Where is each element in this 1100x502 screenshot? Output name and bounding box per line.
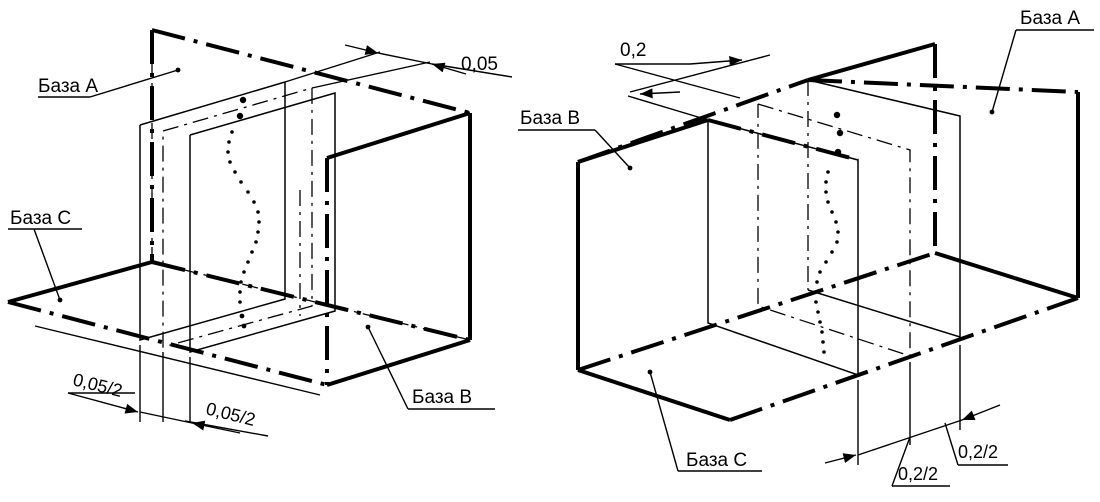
svg-text:База С: База С bbox=[10, 208, 71, 229]
left-figure: База А База С База В 0,05 bbox=[7, 28, 513, 437]
right-label-datum-a: База А bbox=[989, 8, 1094, 115]
right-profile-dots bbox=[814, 111, 844, 354]
right-datum-c-plane bbox=[577, 251, 1079, 422]
svg-text:0,2/2: 0,2/2 bbox=[898, 464, 938, 484]
svg-text:База В: База В bbox=[520, 108, 580, 129]
left-label-datum-c: База С bbox=[8, 208, 82, 303]
svg-text:База В: База В bbox=[412, 387, 472, 408]
svg-text:База С: База С bbox=[686, 450, 747, 471]
right-dim-bottom: 0,2/2 0,2/2 bbox=[824, 345, 1008, 487]
left-label-datum-a: База А bbox=[38, 67, 181, 98]
right-datum-a-plane bbox=[577, 42, 1080, 298]
right-tolerance-zone bbox=[707, 79, 961, 377]
left-dim-top: 0,05 bbox=[284, 44, 513, 89]
svg-text:0,2/2: 0,2/2 bbox=[958, 442, 998, 462]
right-label-datum-b: База В bbox=[518, 108, 633, 171]
left-label-datum-b: База В bbox=[365, 324, 495, 410]
svg-text:База А: База А bbox=[38, 76, 98, 97]
svg-text:0,2: 0,2 bbox=[620, 40, 646, 61]
left-datum-a-plane bbox=[150, 28, 472, 342]
svg-text:База А: База А bbox=[1020, 8, 1080, 29]
svg-text:0,05: 0,05 bbox=[461, 54, 498, 75]
left-profile-dots bbox=[226, 96, 261, 329]
right-dim-top: 0,2 bbox=[614, 40, 771, 121]
left-tolerance-zone bbox=[139, 30, 471, 353]
right-label-datum-c: База С bbox=[647, 369, 762, 472]
left-dim-bottom: 0,05/2 0,05/2 bbox=[34, 325, 321, 437]
right-figure: База А База В База С 0,2 bbox=[518, 8, 1094, 487]
left-datum-b-plane bbox=[325, 111, 471, 387]
left-datum-c-plane bbox=[7, 260, 328, 387]
